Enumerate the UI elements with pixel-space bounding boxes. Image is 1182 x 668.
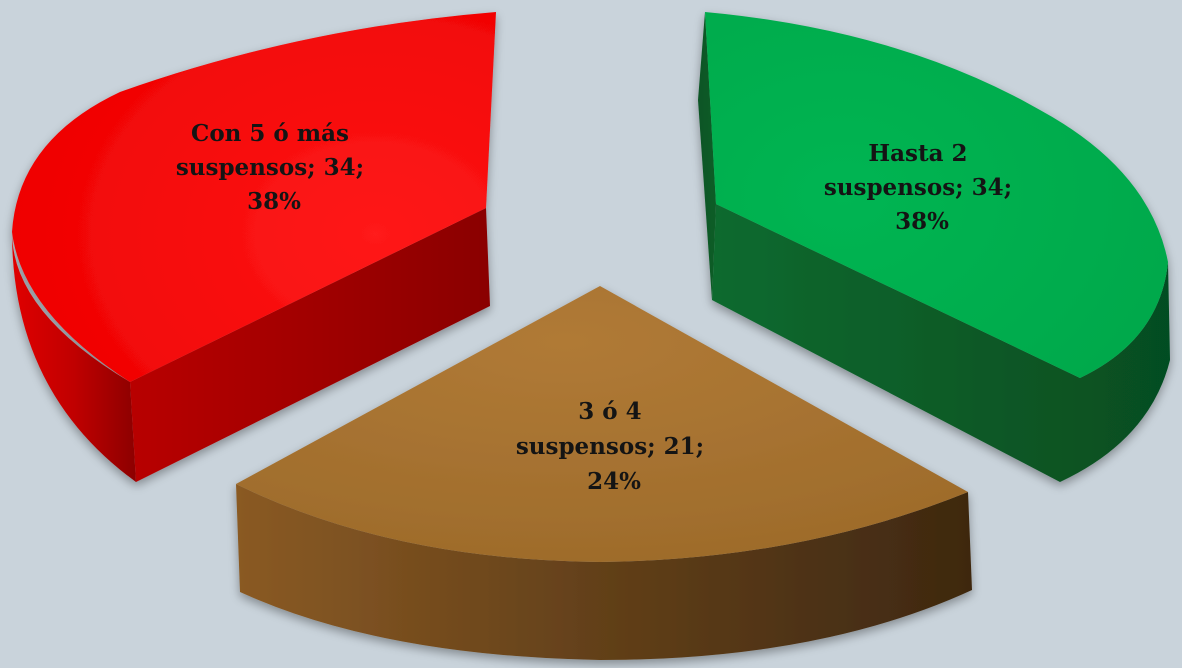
slice-label-line: Hasta 2 (868, 140, 967, 167)
slice-label-line: 38% (247, 188, 301, 215)
pie-slice-side-brown (236, 484, 972, 660)
slice-label-line: 38% (895, 208, 949, 235)
slice-label-line: 3 ó 4 (578, 398, 641, 425)
slice-label-hasta-2: Hasta 2 suspensos; 34; 38% (824, 140, 1020, 235)
slice-label-con-5-o-mas: Con 5 ó más suspensos; 34; 38% (176, 120, 372, 215)
pie-slice-side-red (12, 232, 136, 482)
pie-slice-top-red (12, 12, 496, 382)
pie-slice-3-o-4 (236, 286, 972, 660)
pie-slice-top-brown (236, 286, 968, 562)
pie-slice-top-green (705, 12, 1168, 378)
slice-label-line: suspensos; 21; (516, 433, 704, 460)
pie-slice-cut-face-red (130, 208, 490, 482)
pie-slice-cut-face-green (698, 12, 716, 300)
slice-label-line: suspensos; 34; (824, 174, 1012, 201)
slice-label-line: suspensos; 34; (176, 154, 364, 181)
pie-slice-hasta-2 (698, 12, 1170, 482)
pie-slice-side-green (712, 204, 1170, 482)
slice-label-3-o-4: 3 ó 4 suspensos; 21; 24% (516, 398, 712, 495)
pie-slice-con-5-o-mas (12, 12, 496, 482)
slice-label-line: 24% (587, 468, 641, 495)
slice-label-line: Con 5 ó más (191, 120, 349, 147)
